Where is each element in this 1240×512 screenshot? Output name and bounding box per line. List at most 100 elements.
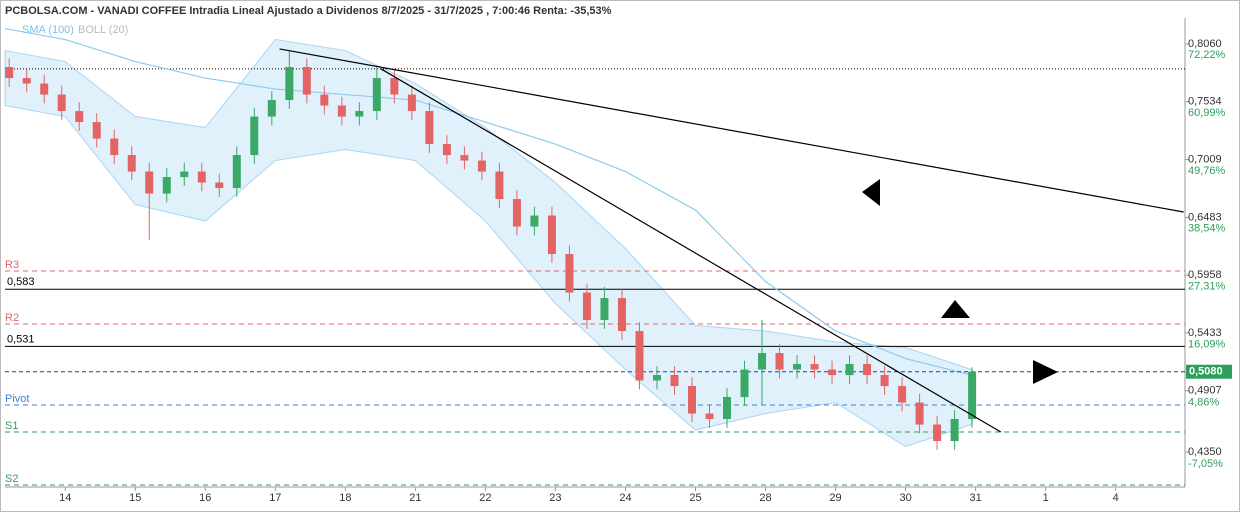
y2-tick-label: 72,22% bbox=[1188, 49, 1226, 61]
y-tick-label: 0,4907 bbox=[1188, 385, 1222, 397]
trendline bbox=[279, 48, 1184, 213]
x-tick-label: 29 bbox=[829, 492, 841, 504]
candle-body bbox=[950, 419, 959, 442]
candle-body bbox=[828, 369, 837, 376]
candle-body bbox=[582, 292, 591, 321]
candle-body bbox=[687, 386, 696, 414]
chart-title: PCBOLSA.COM - VANADI COFFEE Intradia Lin… bbox=[5, 5, 612, 17]
candle-body bbox=[617, 298, 626, 332]
candle-body bbox=[740, 369, 749, 398]
candle-body bbox=[775, 353, 784, 370]
candle-body bbox=[250, 116, 259, 156]
x-tick-label: 23 bbox=[549, 492, 561, 504]
candle-body bbox=[75, 111, 84, 123]
candle-body bbox=[933, 424, 942, 442]
arrow-up bbox=[941, 300, 970, 318]
x-tick-label: 14 bbox=[59, 492, 71, 504]
candle-body bbox=[635, 331, 644, 381]
last-price-badge bbox=[1186, 364, 1232, 379]
y2-tick-label: 16,09% bbox=[1188, 339, 1226, 351]
trendline bbox=[380, 68, 1002, 433]
pivot-label: S1 bbox=[5, 420, 18, 432]
y2-tick-label: 38,54% bbox=[1188, 223, 1226, 235]
x-tick-label: 22 bbox=[479, 492, 491, 504]
candle-body bbox=[600, 298, 609, 321]
candle-body bbox=[127, 155, 136, 172]
pivot-label: R3 bbox=[5, 259, 19, 271]
level-label: 0,583 bbox=[7, 276, 35, 288]
x-tick-label: 21 bbox=[409, 492, 421, 504]
candle-body bbox=[57, 94, 66, 112]
x-tick-label: 18 bbox=[339, 492, 351, 504]
candle-body bbox=[267, 100, 276, 117]
candle-body bbox=[460, 155, 469, 161]
candle-body bbox=[40, 83, 49, 95]
candle-body bbox=[793, 364, 802, 370]
candle-body bbox=[915, 402, 924, 425]
candle-body bbox=[810, 364, 819, 370]
x-tick-label: 31 bbox=[969, 492, 981, 504]
y-tick-label: 0,5958 bbox=[1188, 269, 1222, 281]
x-tick-label: 15 bbox=[129, 492, 141, 504]
y2-tick-label: -7,05% bbox=[1188, 458, 1223, 470]
candle-body bbox=[898, 386, 907, 403]
y-tick-label: 0,4350 bbox=[1188, 446, 1222, 458]
bollinger-band bbox=[4, 39, 972, 448]
candle-body bbox=[495, 171, 504, 200]
candle-body bbox=[302, 67, 311, 95]
candle-body bbox=[5, 67, 14, 79]
candle-body bbox=[758, 353, 767, 370]
candle-body bbox=[180, 171, 189, 178]
candle-body bbox=[355, 111, 364, 117]
candle-body bbox=[285, 67, 294, 101]
y2-tick-label: 49,76% bbox=[1188, 165, 1226, 177]
candle-body bbox=[337, 105, 346, 117]
candle-body bbox=[845, 364, 854, 376]
x-tick-label: 30 bbox=[899, 492, 911, 504]
level-label: 0,531 bbox=[7, 333, 35, 345]
x-tick-label: 1 bbox=[1043, 492, 1049, 504]
y2-tick-label: 60,99% bbox=[1188, 107, 1226, 119]
candle-body bbox=[565, 254, 574, 293]
candle-body bbox=[477, 160, 486, 172]
candle-body bbox=[968, 371, 977, 420]
arrow-left bbox=[862, 179, 880, 206]
y-tick-label: 0,7534 bbox=[1188, 96, 1222, 108]
x-tick-label: 28 bbox=[759, 492, 771, 504]
pivot-label: R2 bbox=[5, 312, 19, 324]
candle-body bbox=[723, 397, 732, 420]
y-tick-label: 0,8060 bbox=[1188, 38, 1222, 50]
candle-body bbox=[863, 364, 872, 376]
x-tick-label: 24 bbox=[619, 492, 631, 504]
y-tick-label: 0,5433 bbox=[1188, 327, 1222, 339]
x-tick-label: 4 bbox=[1113, 492, 1119, 504]
candle-body bbox=[197, 171, 206, 183]
candle-body bbox=[162, 177, 171, 194]
candle-body bbox=[652, 375, 661, 381]
x-tick-label: 16 bbox=[199, 492, 211, 504]
candle-body bbox=[22, 78, 31, 84]
y2-tick-label: 4,86% bbox=[1188, 396, 1219, 408]
sma-line bbox=[4, 27, 972, 376]
candle-body bbox=[442, 144, 451, 156]
candle-body bbox=[372, 78, 381, 112]
pivot-label: S2 bbox=[5, 473, 18, 485]
arrow-right bbox=[1033, 360, 1058, 384]
last-price-label: 0,5080 bbox=[1189, 366, 1223, 378]
candle-body bbox=[670, 375, 679, 387]
y2-tick-label: 27,31% bbox=[1188, 281, 1226, 293]
y-tick-label: 0,6483 bbox=[1188, 211, 1222, 223]
pivot-label: Pivot bbox=[5, 393, 29, 405]
candle-body bbox=[232, 155, 241, 189]
candle-body bbox=[145, 171, 154, 194]
legend-sma: SMA (100) bbox=[22, 24, 74, 36]
candle-body bbox=[425, 111, 434, 145]
x-tick-label: 25 bbox=[689, 492, 701, 504]
candle-body bbox=[215, 182, 224, 189]
candle-body bbox=[530, 215, 539, 227]
candle-body bbox=[407, 94, 416, 112]
candle-body bbox=[390, 78, 399, 95]
legend-boll: BOLL (20) bbox=[78, 24, 128, 36]
candle-body bbox=[92, 122, 101, 139]
